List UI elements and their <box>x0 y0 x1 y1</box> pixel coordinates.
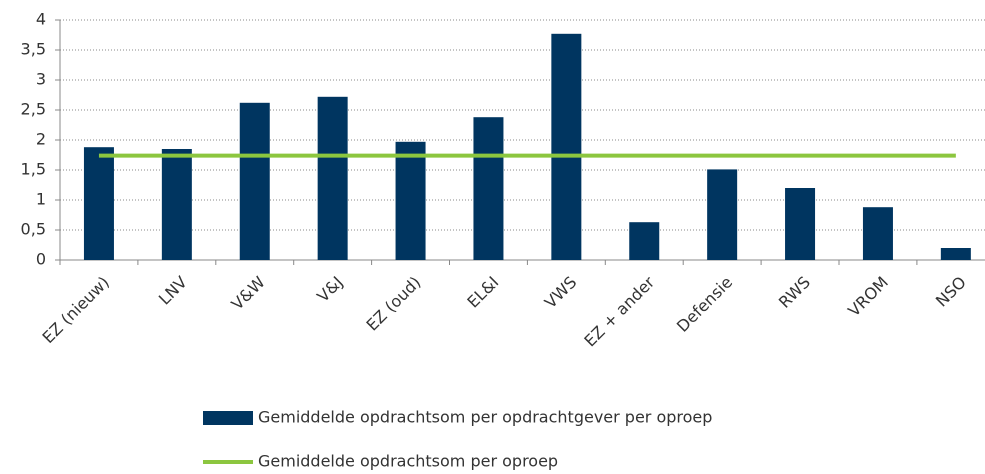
bar <box>161 149 192 260</box>
legend-label: Gemiddelde opdrachtsom per opdrachtgever… <box>258 408 712 427</box>
legend-label: Gemiddelde opdrachtsom per oproep <box>258 452 558 471</box>
x-tick-label: V&W <box>228 272 269 313</box>
x-tick-label: VROM <box>844 273 892 321</box>
bar <box>940 248 971 260</box>
y-tick-label: 2 <box>36 130 46 149</box>
x-tick-label: V&J <box>313 273 346 306</box>
bar <box>473 117 504 260</box>
bar <box>551 33 582 260</box>
x-tick-label: EZ (oud) <box>363 273 425 335</box>
y-tick-label: 3 <box>36 70 46 89</box>
x-tick-label: LNV <box>155 273 191 309</box>
bar <box>862 207 893 260</box>
x-tick-label: EZ (nieuw) <box>39 273 113 347</box>
bar <box>239 102 270 260</box>
y-tick-label: 1,5 <box>21 160 46 179</box>
y-tick-label: 0,5 <box>21 220 46 239</box>
bar <box>707 169 738 260</box>
bar <box>629 222 660 260</box>
y-tick-label: 2,5 <box>21 100 46 119</box>
x-tick-label: Defensie <box>673 273 736 336</box>
x-tick-label: VWS <box>541 273 581 313</box>
bar <box>83 147 114 260</box>
x-tick-label: EZ + ander <box>580 272 658 350</box>
y-tick-label: 0 <box>36 250 46 269</box>
y-tick-label: 4 <box>36 10 46 29</box>
y-tick-label: 1 <box>36 190 46 209</box>
y-tick-label: 3,5 <box>21 40 46 59</box>
x-tick-label: RWS <box>775 273 814 312</box>
x-tick-label: NSO <box>932 273 970 311</box>
bar <box>317 96 348 260</box>
bar <box>395 141 426 260</box>
bar <box>785 188 816 260</box>
legend-swatch <box>203 411 253 425</box>
x-tick-label: EL&I <box>463 273 502 312</box>
